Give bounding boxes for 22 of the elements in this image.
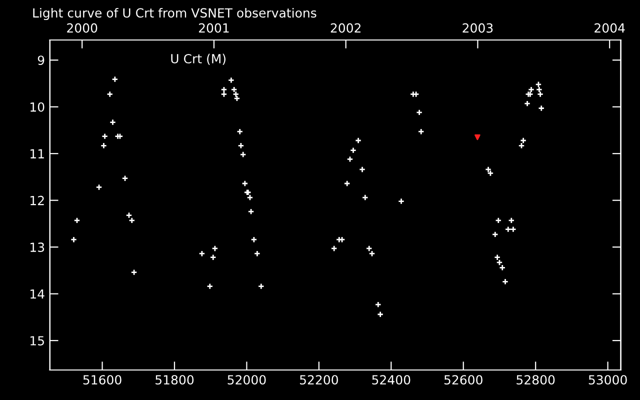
y-tick-label: 12 xyxy=(30,196,44,206)
x2-tick-label: 2004 xyxy=(594,23,625,33)
x2-tick-label: 2000 xyxy=(67,23,98,33)
x-tick-label: 52200 xyxy=(300,375,338,385)
x-tick-label: 52800 xyxy=(516,375,555,385)
annotation: U Crt (M) xyxy=(171,54,226,65)
chart-title: Light curve of U Crt from VSNET observations xyxy=(33,8,316,20)
x2-tick-label: 2003 xyxy=(462,23,493,33)
y-tick-label: 13 xyxy=(30,242,44,252)
x-tick-label: 53000 xyxy=(588,375,627,385)
x-tick-label: 52600 xyxy=(444,375,482,385)
y-tick-label: 9 xyxy=(38,56,44,66)
y-tick-label: 14 xyxy=(30,289,44,299)
x2-tick-label: 2002 xyxy=(330,23,360,33)
x-tick-label: 52000 xyxy=(228,375,266,385)
x2-tick-label: 2001 xyxy=(198,23,229,33)
y-tick-label: 10 xyxy=(30,102,44,112)
y-tick-label: 11 xyxy=(30,149,44,158)
y-tick-label: 15 xyxy=(30,336,44,346)
x-tick-label: 52400 xyxy=(372,375,410,385)
x-tick-label: 51800 xyxy=(156,375,194,385)
x-tick-label: 51600 xyxy=(83,375,122,385)
